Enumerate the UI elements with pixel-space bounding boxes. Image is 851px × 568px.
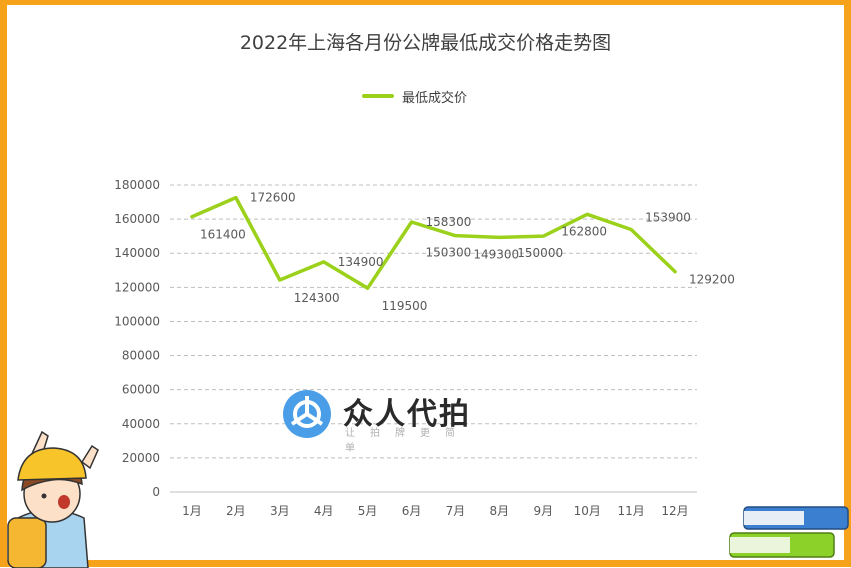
x-tick-label: 9月 [533,504,553,518]
data-label: 161400 [200,228,246,242]
data-label: 153900 [645,211,691,225]
data-label: 162800 [561,224,607,238]
y-tick-label: 40000 [122,417,160,431]
watermark-tagline: 让拍牌更简单 [345,428,470,454]
data-label: 158300 [426,215,472,229]
cartoon-child-icon [7,430,99,568]
x-tick-label: 11月 [617,504,644,518]
y-tick-label: 20000 [122,451,160,465]
x-tick-label: 5月 [358,504,378,518]
x-tick-label: 10月 [574,504,601,518]
legend-label: 最低成交价 [402,90,468,106]
y-tick-label: 60000 [122,383,160,397]
y-tick-label: 0 [152,485,160,499]
data-label: 134900 [338,255,384,269]
data-label: 150000 [517,246,563,260]
brand-logo-icon [283,390,331,438]
data-label: 150300 [425,246,471,260]
data-label: 149300 [473,247,519,261]
x-tick-label: 8月 [490,504,510,518]
x-tick-label: 1月 [182,504,202,518]
chart-legend: 最低成交价 [362,86,467,106]
y-tick-label: 100000 [114,314,160,328]
series-line [190,195,677,290]
data-label: 172600 [250,191,296,205]
x-tick-label: 12月 [661,504,688,518]
x-tick-label: 6月 [402,504,422,518]
y-tick-label: 160000 [114,212,160,226]
data-label: 119500 [382,299,428,313]
watermark: 众人代拍 让拍牌更简单 [281,388,491,454]
x-tick-label: 7月 [446,504,466,518]
books-icon [729,506,849,558]
x-tick-label: 4月 [314,504,334,518]
y-tick-label: 140000 [114,246,160,260]
chart-title: 2022年上海各月份公牌最低成交价格走势图 [239,32,612,54]
data-label: 124300 [294,291,340,305]
x-tick-label: 2月 [226,504,246,518]
watermark-brand: 众人代拍 [343,397,471,432]
legend-line-swatch [362,94,394,98]
data-label: 129200 [689,273,735,287]
y-tick-label: 80000 [122,349,160,363]
x-tick-label: 3月 [270,504,290,518]
y-tick-label: 180000 [114,178,160,192]
y-tick-label: 120000 [114,280,160,294]
